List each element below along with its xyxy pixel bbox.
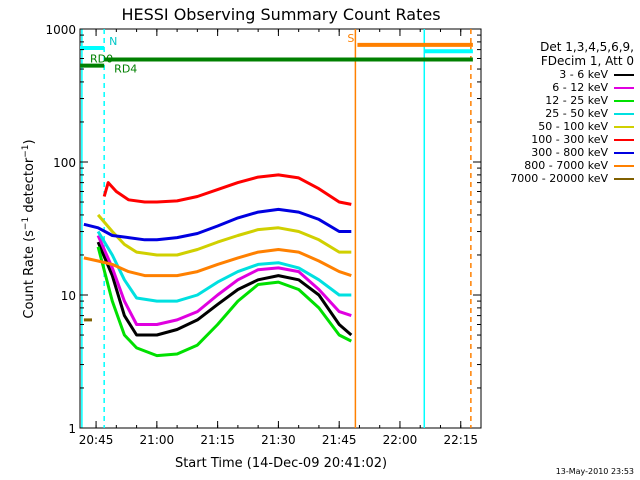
- legend-swatch: [614, 178, 634, 180]
- legend-swatch: [614, 152, 634, 154]
- generation-timestamp: 13-May-2010 23:53: [555, 467, 634, 476]
- legend-item: 6 - 12 keV: [484, 81, 634, 94]
- legend-label: 6 - 12 keV: [552, 81, 608, 94]
- legend-item: 50 - 100 keV: [484, 120, 634, 133]
- legend-swatch: [614, 74, 634, 76]
- legend-label: 3 - 6 keV: [559, 68, 608, 81]
- legend-label: 12 - 25 keV: [545, 94, 608, 107]
- legend-header-line-2: FDecim 1, Att 0: [540, 54, 634, 68]
- series-line: [96, 230, 352, 303]
- series-line: [83, 248, 352, 278]
- y-tick-label: 100: [53, 156, 76, 170]
- x-tick-label: 21:45: [322, 433, 357, 447]
- legend-item: 100 - 300 keV: [484, 133, 634, 146]
- legend-item: 800 - 7000 keV: [484, 159, 634, 172]
- series-line: [83, 207, 352, 242]
- flag-label: RD0: [90, 53, 113, 66]
- flag-label: S: [347, 32, 354, 45]
- legend-swatch: [614, 165, 634, 167]
- legend-swatch: [614, 139, 634, 141]
- flag-label: N: [109, 35, 117, 48]
- flag-label: RD4: [114, 62, 137, 75]
- legend-swatch: [614, 126, 634, 128]
- series-line: [96, 246, 352, 358]
- x-tick-label: 21:15: [200, 433, 235, 447]
- legend-swatch: [614, 87, 634, 89]
- x-tick-label: 22:15: [443, 433, 478, 447]
- legend-label: 300 - 800 keV: [531, 146, 608, 159]
- plot-frame: [79, 28, 482, 429]
- legend-label: 800 - 7000 keV: [524, 159, 608, 172]
- legend-item: 7000 - 20000 keV: [484, 172, 634, 185]
- x-axis-title: Start Time (14-Dec-09 20:41:02): [175, 456, 387, 471]
- chart-title: HESSI Observing Summary Count Rates: [121, 5, 440, 24]
- legend-item: 12 - 25 keV: [484, 94, 634, 107]
- series-line: [96, 213, 352, 257]
- series-line: [96, 241, 353, 337]
- x-tick-label: 22:00: [383, 433, 418, 447]
- x-tick-label: 20:45: [79, 433, 114, 447]
- legend-label: 50 - 100 keV: [538, 120, 608, 133]
- series-line: [96, 234, 352, 326]
- y-axis-title: Count Rate (s−1 detector−1): [21, 139, 37, 318]
- y-tick-label: 1: [68, 422, 76, 436]
- x-tick-label: 21:00: [140, 433, 175, 447]
- x-tick-label: 21:30: [261, 433, 296, 447]
- legend-label: 7000 - 20000 keV: [510, 172, 608, 185]
- legend-label: 25 - 50 keV: [545, 107, 608, 120]
- series-line: [102, 173, 352, 206]
- chart-legend: Det 1,3,4,5,6,9, FDecim 1, Att 0 3 - 6 k…: [484, 40, 634, 185]
- legend-swatch: [614, 113, 634, 115]
- legend-item: 3 - 6 keV: [484, 68, 634, 81]
- legend-swatch: [614, 100, 634, 102]
- legend-item: 25 - 50 keV: [484, 107, 634, 120]
- legend-label: 100 - 300 keV: [531, 133, 608, 146]
- legend-item: 300 - 800 keV: [484, 146, 634, 159]
- legend-header-line-1: Det 1,3,4,5,6,9,: [540, 40, 634, 54]
- y-tick-label: 10: [61, 289, 76, 303]
- y-tick-label: 1000: [45, 23, 76, 37]
